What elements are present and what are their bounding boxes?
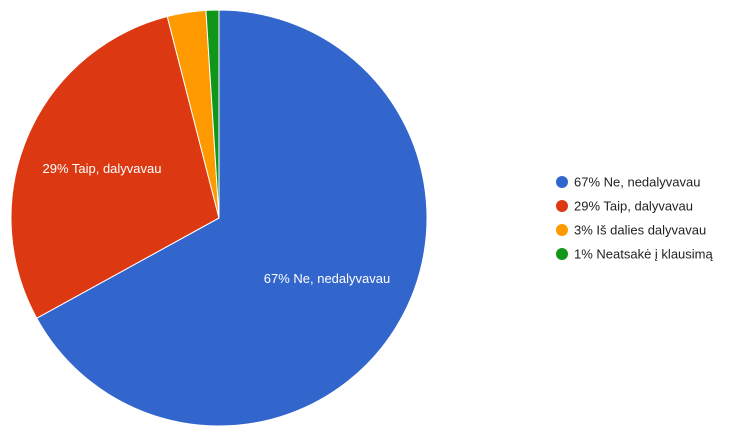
legend-marker xyxy=(556,248,568,260)
legend-item[interactable]: 67% Ne, nedalyvavau xyxy=(556,175,700,190)
legend-item[interactable]: 1% Neatsakė į klausimą xyxy=(556,247,713,262)
legend: 67% Ne, nedalyvavau 29% Taip, dalyvavau 3%… xyxy=(556,175,713,262)
pie-slice-labels: 67% Ne, nedalyvavau 29% Taip, dalyvavau xyxy=(42,161,390,286)
pie-slice[interactable] xyxy=(205,9,220,219)
legend-item[interactable]: 3% Iš dalies dalyvavau xyxy=(556,223,706,238)
legend-label: 67% Ne, nedalyvavau xyxy=(574,175,700,190)
pie-slices xyxy=(10,9,428,426)
slice-label: 29% Taip, dalyvavau xyxy=(42,161,161,176)
legend-label: 29% Taip, dalyvavau xyxy=(574,199,693,214)
slice-label: 67% Ne, nedalyvavau xyxy=(264,271,390,286)
pie-slice[interactable] xyxy=(10,15,220,319)
legend-item[interactable]: 29% Taip, dalyvavau xyxy=(556,199,693,214)
pie-slice[interactable] xyxy=(36,9,428,426)
legend-label: 1% Neatsakė į klausimą xyxy=(574,247,713,262)
legend-marker xyxy=(556,224,568,236)
legend-label: 3% Iš dalies dalyvavau xyxy=(574,223,706,238)
legend-marker xyxy=(556,200,568,212)
legend-marker xyxy=(556,176,568,188)
